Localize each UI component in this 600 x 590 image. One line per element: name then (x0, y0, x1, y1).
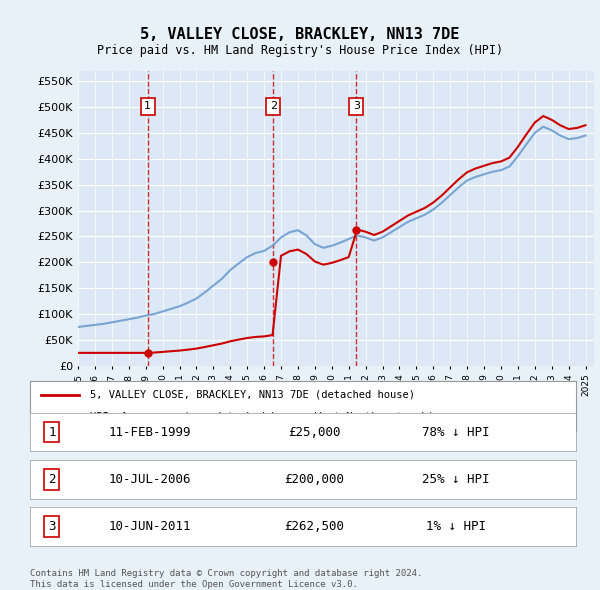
Text: HPI: Average price, detached house, West Northamptonshire: HPI: Average price, detached house, West… (90, 412, 446, 422)
Text: 11-FEB-1999: 11-FEB-1999 (109, 425, 191, 439)
Text: 5, VALLEY CLOSE, BRACKLEY, NN13 7DE (detached house): 5, VALLEY CLOSE, BRACKLEY, NN13 7DE (det… (90, 389, 415, 399)
Text: 1: 1 (144, 101, 151, 111)
Text: 3: 3 (48, 520, 56, 533)
Text: 2: 2 (269, 101, 277, 111)
Text: 3: 3 (353, 101, 360, 111)
Text: £262,500: £262,500 (284, 520, 344, 533)
Text: 10-JUN-2011: 10-JUN-2011 (109, 520, 191, 533)
Text: 25% ↓ HPI: 25% ↓ HPI (422, 473, 490, 486)
Text: 1: 1 (48, 425, 56, 439)
Text: £200,000: £200,000 (284, 473, 344, 486)
Text: £25,000: £25,000 (287, 425, 340, 439)
Text: Contains HM Land Registry data © Crown copyright and database right 2024.
This d: Contains HM Land Registry data © Crown c… (30, 569, 422, 589)
Text: 10-JUL-2006: 10-JUL-2006 (109, 473, 191, 486)
Text: 1% ↓ HPI: 1% ↓ HPI (426, 520, 486, 533)
Text: 78% ↓ HPI: 78% ↓ HPI (422, 425, 490, 439)
Text: 5, VALLEY CLOSE, BRACKLEY, NN13 7DE: 5, VALLEY CLOSE, BRACKLEY, NN13 7DE (140, 27, 460, 41)
Text: 2: 2 (48, 473, 56, 486)
Text: Price paid vs. HM Land Registry's House Price Index (HPI): Price paid vs. HM Land Registry's House … (97, 44, 503, 57)
